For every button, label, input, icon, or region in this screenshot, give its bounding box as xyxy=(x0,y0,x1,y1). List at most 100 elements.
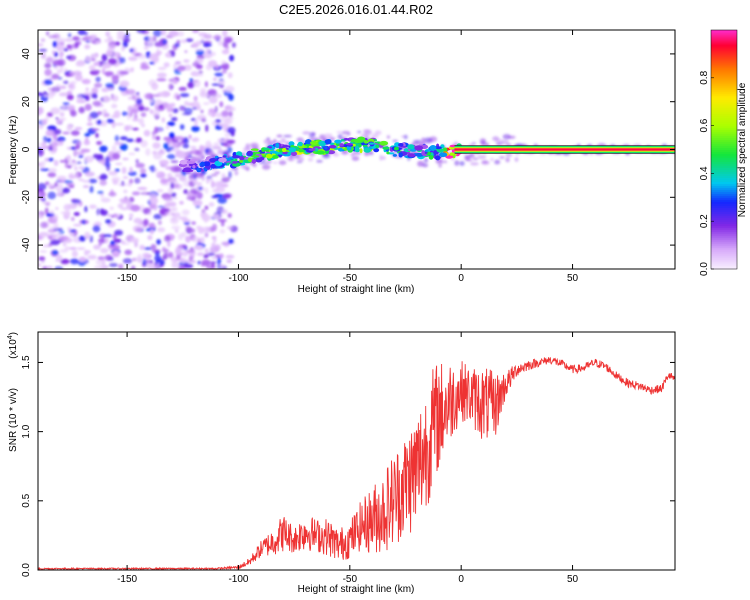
noise-speckle xyxy=(224,118,233,125)
noise-speckle xyxy=(70,216,75,222)
noise-speckle xyxy=(196,58,204,64)
noise-speckle xyxy=(153,213,163,220)
noise-speckle xyxy=(204,205,209,210)
noise-speckle xyxy=(124,249,132,256)
noise-speckle xyxy=(205,187,209,194)
noise-speckle xyxy=(62,187,70,194)
colorbar-step xyxy=(711,207,737,210)
ridge-blob xyxy=(232,155,241,159)
noise-speckle xyxy=(105,87,115,91)
colorbar-step xyxy=(711,251,737,254)
ridge-blob xyxy=(282,144,289,148)
noise-speckle xyxy=(97,111,103,115)
noise-speckle xyxy=(169,132,175,139)
noise-speckle xyxy=(48,157,54,162)
noise-speckle xyxy=(59,85,67,90)
colorbar-step xyxy=(711,263,737,266)
noise-speckle xyxy=(84,205,88,213)
noise-speckle xyxy=(185,226,193,234)
noise-speckle xyxy=(170,182,175,190)
noise-speckle xyxy=(84,44,91,50)
noise-speckle xyxy=(218,253,224,259)
noise-speckle xyxy=(220,64,227,69)
noise-speckle xyxy=(38,215,45,219)
ridge-halo-dot xyxy=(340,150,349,155)
noise-speckle xyxy=(64,38,74,42)
noise-speckle xyxy=(50,107,61,115)
colorbar-gradient xyxy=(711,30,737,270)
ridge-blob xyxy=(442,147,448,153)
noise-speckle xyxy=(221,60,227,66)
noise-speckle xyxy=(55,138,63,142)
noise-speckle xyxy=(91,58,96,62)
noise-speckle xyxy=(226,139,236,144)
noise-speckle xyxy=(174,247,182,255)
ridge-blob xyxy=(222,155,227,158)
noise-speckle xyxy=(74,126,83,131)
noise-speckle xyxy=(56,118,60,125)
noise-speckle xyxy=(73,212,80,216)
noise-speckle xyxy=(55,37,66,44)
ridge-blob xyxy=(275,142,280,149)
noise-speckle xyxy=(150,228,154,235)
noise-speckle xyxy=(163,197,173,201)
noise-speckle xyxy=(105,156,111,163)
noise-speckle xyxy=(45,57,54,64)
noise-speckle xyxy=(228,238,234,244)
noise-speckle xyxy=(165,201,171,205)
noise-speckle xyxy=(101,54,108,62)
noise-speckle xyxy=(134,147,140,152)
noise-speckle xyxy=(74,41,79,49)
noise-speckle xyxy=(78,106,85,114)
noise-speckle xyxy=(78,178,84,182)
noise-speckle xyxy=(129,166,133,173)
colorbar-step xyxy=(711,41,737,45)
noise-speckle xyxy=(208,202,215,207)
noise-speckle xyxy=(93,265,104,269)
colorbar-tick-label: 0.0 xyxy=(699,262,710,276)
noise-speckle xyxy=(115,162,123,166)
colorbar-step xyxy=(711,153,737,157)
colorbar-step xyxy=(711,103,737,107)
ridge-blob xyxy=(407,144,415,150)
noise-speckle xyxy=(40,221,48,229)
noise-speckle xyxy=(61,105,66,109)
noise-speckle xyxy=(113,110,121,118)
ridge-halo-dot xyxy=(337,133,343,140)
noise-speckle xyxy=(160,30,167,36)
noise-speckle xyxy=(59,51,64,57)
colorbar-step xyxy=(711,247,737,250)
noise-speckle xyxy=(151,249,161,253)
noise-speckle xyxy=(121,180,125,187)
noise-speckle xyxy=(102,95,111,103)
noise-speckle xyxy=(114,229,123,236)
noise-speckle xyxy=(81,78,91,85)
noise-speckle xyxy=(126,89,136,95)
noise-speckle xyxy=(89,34,98,38)
noise-speckle xyxy=(194,48,205,52)
ridge-halo-dot xyxy=(206,175,213,179)
noise-speckle xyxy=(131,50,138,56)
noise-speckle xyxy=(149,99,154,103)
noise-speckle xyxy=(41,141,47,148)
colorbar-step xyxy=(711,199,737,202)
colorbar-step xyxy=(711,233,737,236)
noise-speckle xyxy=(96,208,100,216)
noise-speckle xyxy=(39,161,46,165)
noise-speckle xyxy=(201,118,207,123)
ridge-blob xyxy=(364,140,368,144)
ridge-blob xyxy=(281,147,287,153)
ridge-halo-dot xyxy=(320,136,330,140)
colorbar-step xyxy=(711,223,737,226)
noise-speckle xyxy=(104,160,111,168)
noise-speckle xyxy=(198,70,203,74)
noise-speckle xyxy=(208,108,217,114)
noise-speckle xyxy=(111,250,120,258)
ridge-blob xyxy=(278,154,282,158)
noise-speckle xyxy=(131,118,140,122)
noise-speckle xyxy=(195,64,203,70)
noise-speckle xyxy=(145,148,151,156)
noise-speckle xyxy=(100,247,109,254)
noise-speckle xyxy=(66,125,73,131)
colorbar-step xyxy=(711,255,737,258)
